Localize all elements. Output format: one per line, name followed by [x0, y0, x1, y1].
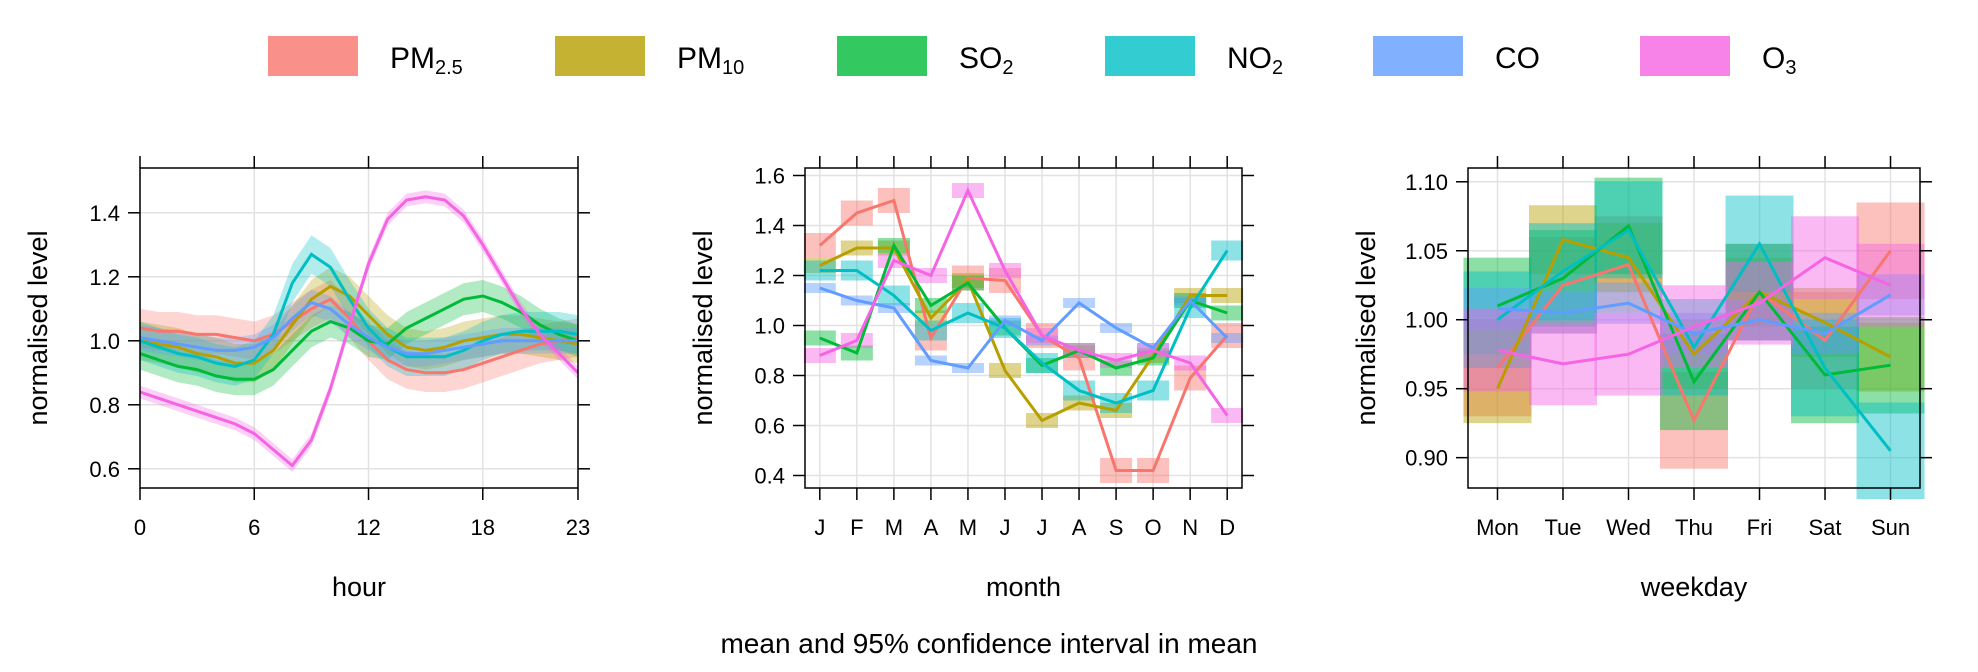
legend-swatch [555, 36, 645, 76]
legend-label: NO2 [1227, 42, 1284, 79]
y-tick-label: 0.4 [754, 464, 785, 489]
x-axis-title: weekday [1640, 572, 1748, 602]
y-tick-label: 0.8 [754, 364, 785, 389]
y-tick-label: 1.2 [754, 264, 785, 289]
x-tick-label: 6 [248, 515, 260, 540]
y-tick-label: 1.05 [1405, 239, 1448, 264]
x-tick-label: M [959, 515, 977, 540]
x-tick-label: Thu [1675, 515, 1713, 540]
y-tick-label: 1.4 [89, 201, 120, 226]
y-tick-label: 0.6 [754, 414, 785, 439]
legend-label: SO2 [959, 42, 1014, 79]
series-line [139, 300, 578, 356]
x-tick-label: Fri [1747, 515, 1773, 540]
series-line [139, 195, 580, 468]
y-tick-label: 1.0 [89, 329, 120, 354]
x-tick-label: O [1145, 515, 1162, 540]
x-tick-label: Sun [1871, 515, 1910, 540]
y-axis-title: normalised level [1351, 230, 1381, 425]
legend-swatch [1373, 36, 1463, 76]
confidence-band [140, 280, 578, 396]
confidence-box [1856, 322, 1925, 392]
x-tick-label: J [814, 515, 825, 540]
plot-frame [804, 167, 1243, 489]
x-tick-label: A [1072, 515, 1087, 540]
x-axis-title: hour [332, 572, 386, 602]
series-line [1496, 237, 1892, 390]
series-line [819, 249, 1229, 405]
series-line [1496, 223, 1891, 385]
x-tick-label: 12 [356, 515, 380, 540]
legend-swatch [1105, 36, 1195, 76]
x-axis-title: month [986, 572, 1061, 602]
y-tick-label: 1.6 [754, 164, 785, 189]
legend-label: PM2.5 [390, 42, 463, 79]
x-tick-label: M [885, 515, 903, 540]
y-tick-label: 1.4 [754, 214, 785, 239]
series-line [819, 286, 1229, 370]
x-tick-label: A [924, 515, 939, 540]
y-axis-title: normalised level [688, 230, 718, 425]
y-tick-label: 0.8 [89, 393, 120, 418]
legend: PM2.5 PM10 SO2 NO2 CO O3 [0, 0, 1978, 110]
series-line [139, 294, 579, 381]
y-tick-label: 0.95 [1405, 377, 1448, 402]
series-line [1497, 293, 1892, 336]
x-tick-label: N [1182, 515, 1198, 540]
confidence-box [1463, 271, 1532, 368]
y-tick-label: 1.00 [1405, 308, 1448, 333]
legend-swatch [1640, 36, 1730, 76]
chart-panel-weekday: Mon Tue Wed Thu Fri Sat Sun 0.90 0.95 1.00 1.05 1.1… [1351, 156, 1932, 602]
series-line [139, 252, 579, 368]
y-tick-label: 1.2 [89, 265, 120, 290]
legend-swatch [837, 36, 927, 76]
x-tick-label: J [1037, 515, 1048, 540]
x-tick-label: 18 [471, 515, 495, 540]
x-tick-label: Tue [1544, 515, 1581, 540]
series-line [818, 198, 1229, 472]
y-tick-label: 0.90 [1405, 446, 1448, 471]
series-line [819, 186, 1229, 417]
x-tick-label: Sat [1808, 515, 1841, 540]
y-tick-label: 1.0 [754, 314, 785, 339]
confidence-box [1463, 308, 1532, 392]
confidence-box [1856, 316, 1925, 414]
confidence-band [140, 267, 578, 383]
x-tick-label: 23 [566, 515, 590, 540]
legend-label: CO [1495, 42, 1540, 75]
chart-panel-month: J F M A M J J A S O N D0.40.60.81.01.21.41.6monthno… [688, 156, 1254, 602]
plot-frame [139, 167, 579, 489]
x-tick-label: Wed [1606, 515, 1651, 540]
legend-label: O3 [1762, 42, 1797, 79]
x-tick-label: J [999, 515, 1010, 540]
series-line [1497, 255, 1892, 366]
chart-caption: mean and 95% confidence interval in mean [720, 628, 1258, 659]
series-line [1496, 249, 1892, 424]
legend-swatch [268, 36, 358, 76]
y-tick-label: 1.10 [1405, 170, 1448, 195]
y-axis-title: normalised level [23, 230, 53, 425]
x-tick-label: D [1219, 515, 1235, 540]
y-tick-label: 0.6 [89, 457, 120, 482]
legend-label: PM10 [677, 42, 745, 79]
x-tick-label: Mon [1476, 515, 1519, 540]
x-tick-label: F [850, 515, 863, 540]
confidence-box [1856, 243, 1925, 327]
series-line [1496, 227, 1892, 452]
series-line [819, 246, 1228, 423]
x-tick-label: S [1109, 515, 1124, 540]
chart-panel-hour: 0 6 12 18 23 0.6 0.8 1.0 1.2 1.4 hour normalised le… [23, 156, 590, 602]
x-tick-label: 0 [134, 515, 146, 540]
